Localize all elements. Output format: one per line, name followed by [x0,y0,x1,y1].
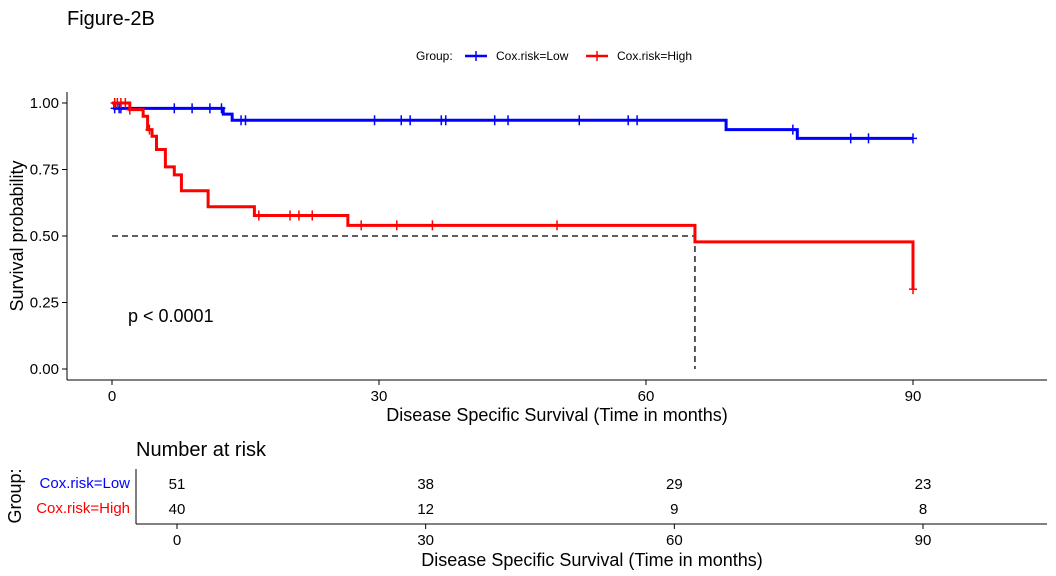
x-ticks: 0 30 60 90 [108,380,922,405]
y-ticks: 0.00 0.25 0.50 0.75 1.00 [30,95,67,378]
y-tick-label: 0.00 [30,361,59,378]
legend-label-high: Cox.risk=High [617,49,692,63]
figure-title: Figure-2B [67,8,155,30]
p-value-annotation: p < 0.0001 [128,306,214,326]
risk-cell: 29 [666,476,683,493]
risk-x-tick-label: 0 [173,532,181,549]
median-survival-lines [112,235,696,369]
km-plot: 0.000.250.500.751.00 0 30 60 90 p < 0.0001 … [7,92,1047,425]
censor-marks [110,98,917,295]
risk-x-tick-label: 60 [666,532,683,549]
risk-cell: 23 [915,476,932,493]
risk-table-cells: 51 38 29 23 40 12 9 8 [169,476,932,518]
risk-table-title: Number at risk [136,439,267,461]
risk-cell: 9 [670,501,678,518]
risk-cell: 51 [169,476,186,493]
y-tick-label: 0.50 [30,228,59,245]
legend-label-low: Cox.risk=Low [496,49,569,63]
x-axis-title: Disease Specific Survival (Time in month… [386,405,727,425]
risk-cell: 38 [417,476,434,493]
risk-table: Number at risk Cox.risk=Low Cox.risk=Hig… [5,439,1047,570]
x-tick-label: 30 [371,388,388,405]
risk-x-tick-label: 30 [417,532,434,549]
x-tick-label: 90 [905,388,922,405]
risk-table-x-axis-title: Disease Specific Survival (Time in month… [421,550,762,570]
y-tick-label: 0.25 [30,295,59,312]
risk-cell: 12 [417,501,434,518]
risk-x-tick-label: 90 [915,532,932,549]
risk-table-y-axis-title: Group: [5,468,25,523]
legend: Group: Cox.risk=Low Cox.risk=High [416,49,692,63]
survival-curve-high [112,101,915,290]
x-tick-label: 0 [108,388,116,405]
risk-row-label-high: Cox.risk=High [36,500,130,517]
y-tick-label: 0.75 [30,162,59,179]
risk-cell: 8 [919,501,927,518]
risk-table-x-ticks: 0 30 60 90 [173,524,932,549]
x-tick-label: 60 [638,388,655,405]
y-tick-label: 1.00 [30,95,59,112]
legend-title: Group: [416,49,453,63]
risk-row-label-low: Cox.risk=Low [40,475,131,492]
risk-cell: 40 [169,501,186,518]
y-axis-title: Survival probability [7,160,27,311]
